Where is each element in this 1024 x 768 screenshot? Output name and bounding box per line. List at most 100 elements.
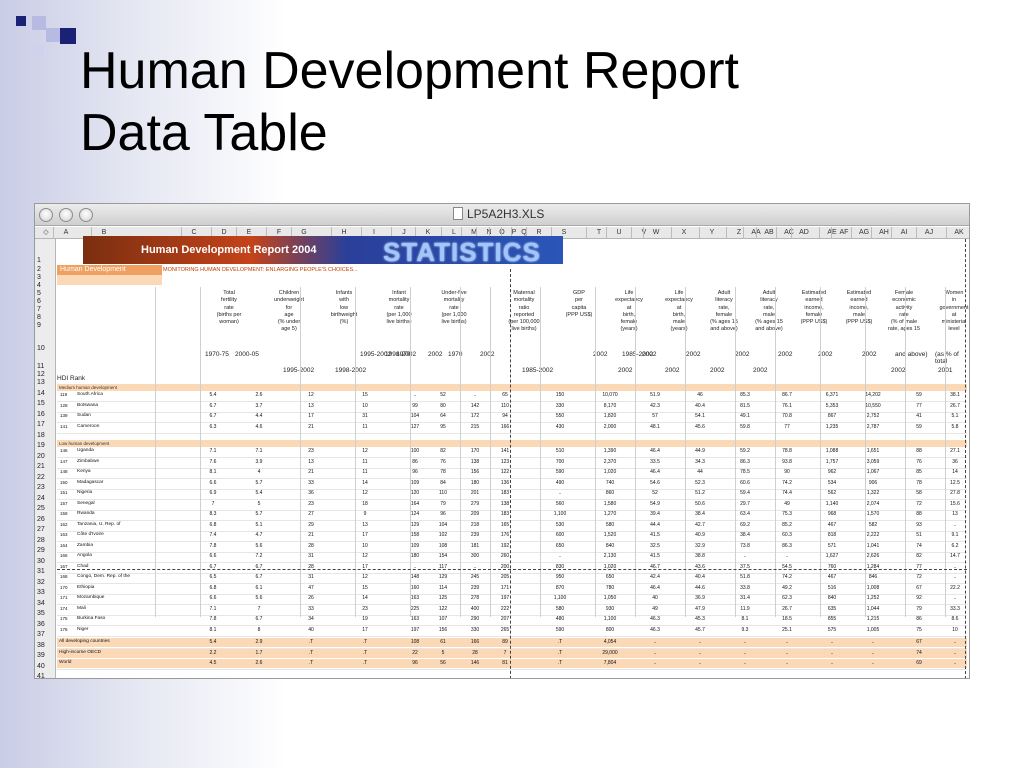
data-cell[interactable]: 67 (916, 584, 922, 591)
data-cell[interactable]: 44 (697, 469, 703, 475)
data-cell[interactable]: 60.3 (782, 532, 792, 538)
row-number[interactable]: 11 (37, 363, 45, 370)
data-cell[interactable]: 46 (697, 392, 703, 398)
data-cell[interactable]: 58 (916, 490, 922, 496)
data-cell[interactable]: 74.4 (782, 490, 792, 496)
data-cell[interactable]: 15.6 (950, 500, 960, 507)
data-cell[interactable]: 1,570 (866, 511, 880, 517)
data-cell[interactable]: 1,757 (825, 458, 839, 465)
data-cell[interactable]: 166 (470, 639, 480, 645)
row-number[interactable]: 10 (37, 345, 45, 352)
data-cell[interactable]: 8.1 (741, 616, 749, 622)
data-cell[interactable]: 49.1 (740, 413, 750, 419)
data-cell[interactable]: 12 (308, 392, 314, 398)
data-cell[interactable]: 36 (952, 458, 958, 465)
column-header-ab[interactable]: AB (764, 229, 774, 236)
data-cell[interactable]: 52 (440, 392, 446, 398)
data-cell[interactable]: 38.4 (695, 511, 705, 517)
data-cell[interactable]: 74.2 (782, 574, 792, 580)
data-cell[interactable]: 181 (470, 542, 480, 549)
column-header-r[interactable]: R (536, 229, 542, 236)
data-cell[interactable]: 7.8 (209, 542, 217, 549)
data-cell[interactable]: 5.6 (255, 542, 263, 549)
column-header-l[interactable]: L (452, 229, 456, 236)
data-cell[interactable]: 4,054 (603, 639, 617, 645)
data-cell[interactable]: 6.7 (209, 413, 217, 419)
data-cell[interactable]: 75.3 (782, 511, 792, 517)
row-number[interactable]: 3 (37, 274, 41, 281)
data-cell[interactable]: 17 (362, 532, 368, 538)
row-number[interactable]: 27 (37, 526, 45, 533)
data-cell[interactable]: 26 (308, 595, 314, 601)
data-cell[interactable]: 855 (827, 616, 837, 622)
data-cell[interactable]: 7.2 (255, 553, 263, 559)
data-cell[interactable]: 12 (362, 448, 368, 454)
data-cell[interactable]: 635 (827, 605, 837, 612)
data-cell[interactable]: 200 (500, 563, 510, 570)
data-cell[interactable]: 780 (605, 584, 615, 591)
data-cell[interactable]: .T (557, 639, 563, 645)
data-cell[interactable]: 75 (916, 626, 922, 633)
data-cell[interactable]: 33.3 (950, 605, 960, 612)
data-cell[interactable]: 104 (410, 413, 420, 419)
data-cell[interactable]: 51.9 (650, 392, 660, 398)
row-number[interactable]: 38 (37, 641, 45, 649)
data-cell[interactable]: 950 (555, 574, 565, 580)
data-cell[interactable]: 76 (916, 458, 922, 465)
data-cell[interactable]: 46.3 (650, 616, 660, 622)
data-cell[interactable]: 278 (470, 595, 480, 601)
row-number[interactable]: 39 (37, 652, 45, 659)
column-header-b[interactable]: B (101, 229, 107, 236)
data-cell[interactable]: 430 (555, 423, 565, 430)
data-cell[interactable]: 6.2 (951, 542, 959, 549)
data-cell[interactable]: 160 (410, 584, 420, 591)
data-cell[interactable]: .T (308, 649, 314, 656)
data-cell[interactable]: 10 (362, 402, 368, 409)
data-cell[interactable]: .. (653, 649, 657, 656)
data-cell[interactable]: 31 (362, 413, 368, 419)
data-cell[interactable]: 120 (410, 490, 420, 496)
data-cell[interactable]: .. (785, 639, 789, 645)
data-cell[interactable]: 14 (952, 469, 958, 475)
data-cell[interactable]: .. (871, 660, 875, 666)
data-cell[interactable]: 1,580 (603, 500, 617, 507)
row-number[interactable]: 21 (37, 463, 45, 470)
data-cell[interactable]: 156 (438, 626, 448, 633)
data-cell[interactable]: 138 (470, 458, 480, 465)
row-number[interactable]: 24 (37, 494, 45, 502)
row-number[interactable]: 22 (37, 473, 45, 481)
column-header-ah[interactable]: AH (879, 229, 889, 236)
data-cell[interactable]: 176 (500, 532, 510, 538)
data-cell[interactable]: 14.7 (950, 553, 960, 559)
data-cell[interactable]: .. (558, 490, 562, 496)
row-number[interactable]: 25 (37, 505, 45, 512)
data-cell[interactable]: 5 (257, 500, 261, 507)
data-cell[interactable]: 5.4 (209, 392, 217, 398)
data-cell[interactable]: 49.2 (782, 584, 792, 591)
data-cell[interactable]: 40.4 (695, 402, 705, 409)
data-cell[interactable]: 8,170 (603, 402, 617, 409)
data-cell[interactable]: .. (871, 639, 875, 645)
row-number[interactable]: 35 (37, 610, 45, 617)
data-cell[interactable]: 2,626 (866, 553, 880, 559)
data-cell[interactable]: 7 (257, 605, 261, 612)
data-cell[interactable]: 33 (308, 479, 314, 486)
data-cell[interactable]: 6.9 (209, 490, 217, 496)
data-cell[interactable]: 10,070 (602, 392, 618, 398)
column-header-y[interactable]: Y (709, 229, 715, 236)
data-cell[interactable]: 13 (952, 511, 958, 517)
data-cell[interactable]: 192 (500, 542, 510, 549)
data-cell[interactable]: 34.3 (695, 458, 705, 465)
data-cell[interactable]: 1,252 (866, 595, 880, 601)
worksheet-grid[interactable]: Human Development Report 2004 STATISTICS… (35, 204, 969, 678)
data-cell[interactable]: 60.6 (740, 479, 750, 486)
data-cell[interactable]: 590 (555, 469, 565, 475)
row-number[interactable]: 36 (37, 620, 45, 628)
row-number[interactable]: 7 (37, 306, 41, 313)
data-cell[interactable]: 846 (868, 574, 878, 580)
data-cell[interactable]: .. (558, 553, 562, 559)
data-cell[interactable]: .. (698, 649, 702, 656)
data-cell[interactable]: 79 (916, 605, 922, 612)
data-cell[interactable]: 1,088 (825, 448, 839, 454)
data-cell[interactable]: 4 (257, 469, 261, 475)
